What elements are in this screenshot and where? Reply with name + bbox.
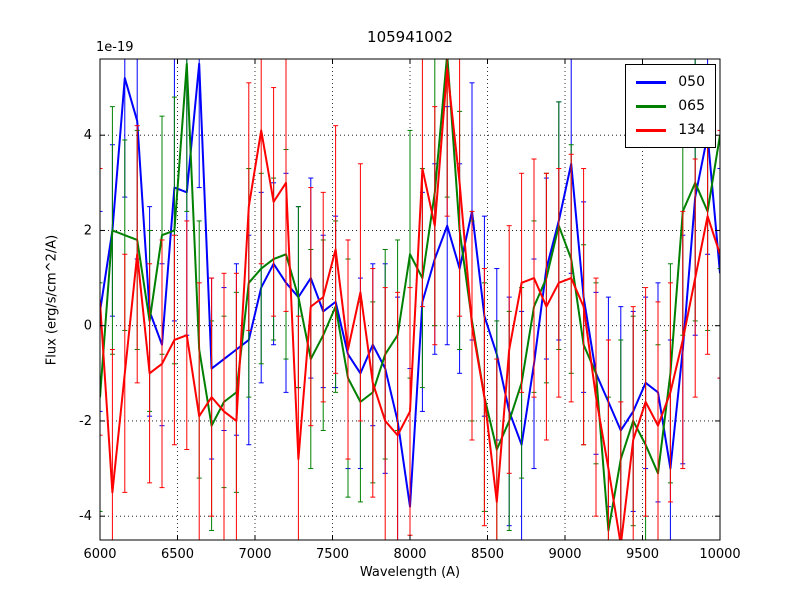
legend-line-sample-065 (636, 104, 667, 108)
svg-text:10000: 10000 (699, 547, 740, 562)
legend-label-050: 050 (678, 74, 705, 90)
svg-text:-4: -4 (79, 509, 92, 524)
chart-title: 105941002 (367, 28, 453, 46)
y-axis-offset-text: 1e-19 (96, 40, 134, 55)
legend-label-134: 134 (678, 122, 705, 138)
legend-line-sample-050 (636, 80, 667, 84)
legend: 050 065 134 (625, 64, 716, 148)
legend-item-065: 065 (636, 94, 705, 118)
svg-text:8000: 8000 (393, 547, 426, 562)
svg-text:8500: 8500 (471, 547, 504, 562)
svg-text:4: 4 (84, 128, 92, 143)
legend-item-050: 050 (636, 70, 705, 94)
svg-text:7000: 7000 (238, 547, 271, 562)
svg-text:9500: 9500 (626, 547, 659, 562)
svg-text:9000: 9000 (548, 547, 581, 562)
legend-line-sample-134 (636, 128, 667, 132)
legend-label-065: 065 (678, 98, 705, 114)
svg-text:7500: 7500 (316, 547, 349, 562)
svg-text:0: 0 (84, 319, 92, 334)
y-axis-label: Flux (erg/s/cm^2/A) (44, 234, 60, 366)
svg-text:2: 2 (84, 223, 92, 238)
svg-text:-2: -2 (79, 414, 92, 429)
x-axis-label: Wavelength (A) (359, 565, 461, 580)
svg-text:6000: 6000 (83, 547, 116, 562)
legend-item-134: 134 (636, 118, 705, 142)
svg-text:6500: 6500 (161, 547, 194, 562)
